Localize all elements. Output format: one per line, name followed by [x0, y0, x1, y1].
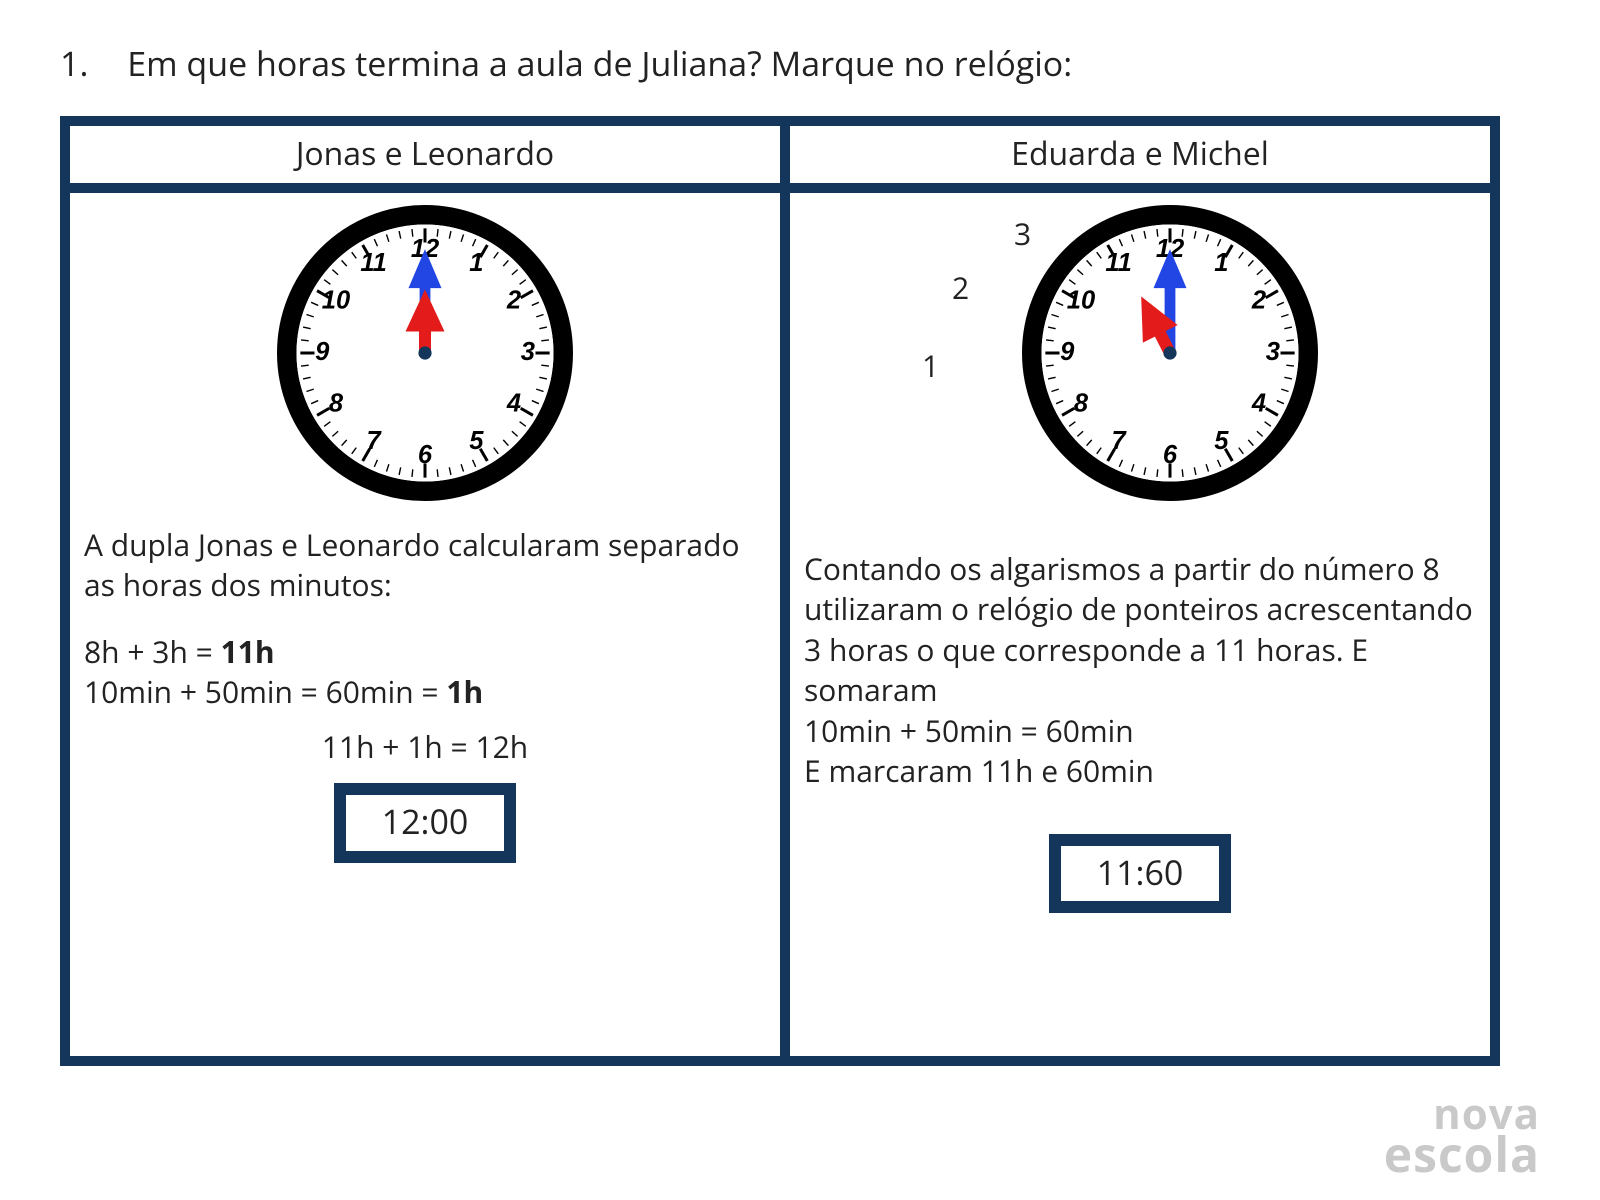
- svg-text:4: 4: [1251, 389, 1266, 417]
- right-paragraph-1: Contando os algarismos a partir do númer…: [804, 549, 1476, 711]
- svg-text:5: 5: [1214, 427, 1229, 455]
- svg-text:10: 10: [322, 287, 350, 315]
- question-number: 1.: [60, 40, 88, 86]
- svg-text:7: 7: [1112, 427, 1128, 455]
- comparison-table: Jonas e Leonardo 121234567891011 A dupla…: [60, 116, 1500, 1066]
- left-digital-wrap: 12:00: [84, 767, 766, 863]
- right-digital-wrap: 11:60: [804, 818, 1476, 914]
- svg-text:10: 10: [1067, 287, 1095, 315]
- left-eq2-bold: 1h: [446, 671, 483, 712]
- svg-text:9: 9: [1060, 338, 1075, 366]
- svg-text:1: 1: [1214, 249, 1228, 277]
- count-1: 1: [922, 339, 939, 393]
- svg-text:1: 1: [469, 249, 483, 277]
- svg-text:9: 9: [315, 338, 330, 366]
- left-eq2-pre: 10min + 50min = 60min =: [84, 671, 446, 712]
- svg-text:11: 11: [360, 249, 386, 277]
- svg-text:5: 5: [469, 427, 484, 455]
- svg-text:2: 2: [506, 287, 521, 315]
- left-body: 121234567891011 A dupla Jonas e Leonardo…: [70, 193, 780, 1056]
- left-eq3: 11h + 1h = 12h: [84, 727, 766, 768]
- svg-text:11: 11: [1105, 249, 1131, 277]
- left-clock: 121234567891011: [275, 203, 575, 513]
- question-text: Em que horas termina a aula de Juliana? …: [127, 40, 1072, 86]
- right-paragraph-2: 10min + 50min = 60min: [804, 711, 1476, 752]
- left-clock-wrap: 121234567891011: [84, 203, 766, 513]
- left-eq2: 10min + 50min = 60min = 1h: [84, 672, 766, 713]
- left-column: Jonas e Leonardo 121234567891011 A dupla…: [70, 126, 780, 1056]
- svg-text:7: 7: [367, 427, 383, 455]
- svg-text:2: 2: [1251, 287, 1266, 315]
- question-row: 1. Em que horas termina a aula de Julian…: [60, 40, 1540, 86]
- svg-text:4: 4: [506, 389, 521, 417]
- right-header: Eduarda e Michel: [790, 126, 1490, 193]
- left-eq1-pre: 8h + 3h =: [84, 631, 221, 672]
- right-column: Eduarda e Michel 3 2 1 121234567891011 C…: [780, 126, 1490, 1056]
- right-digital-time: 11:60: [1049, 834, 1232, 914]
- svg-text:8: 8: [329, 389, 344, 417]
- brand-logo: nova escola: [1384, 1095, 1540, 1176]
- svg-text:6: 6: [418, 441, 433, 469]
- left-eq1-bold: 11h: [221, 631, 275, 672]
- right-clock: 121234567891011: [1020, 203, 1320, 513]
- left-digital-time: 12:00: [334, 783, 517, 863]
- right-clock-wrap: 3 2 1 121234567891011: [804, 203, 1476, 513]
- left-paragraph: A dupla Jonas e Leonardo calcularam sepa…: [84, 525, 766, 606]
- brand-line2: escola: [1384, 1133, 1540, 1176]
- left-header: Jonas e Leonardo: [70, 126, 780, 193]
- svg-text:3: 3: [521, 338, 535, 366]
- svg-text:6: 6: [1163, 441, 1178, 469]
- count-2: 2: [952, 261, 969, 315]
- svg-text:3: 3: [1266, 338, 1280, 366]
- left-eq1: 8h + 3h = 11h: [84, 632, 766, 673]
- right-body: 3 2 1 121234567891011 Contando os algari…: [790, 193, 1490, 1056]
- right-paragraph-3: E marcaram 11h e 60min: [804, 751, 1476, 792]
- page: 1. Em que horas termina a aula de Julian…: [0, 0, 1600, 1200]
- svg-text:8: 8: [1074, 389, 1089, 417]
